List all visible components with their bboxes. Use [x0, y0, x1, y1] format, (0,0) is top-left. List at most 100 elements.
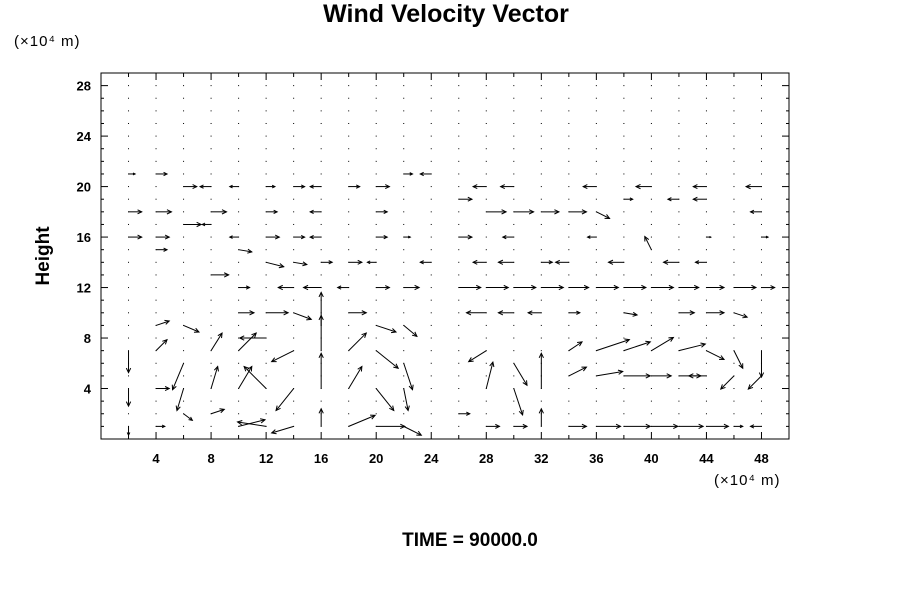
wind-vector-arrow	[156, 247, 169, 252]
grid-dot	[265, 375, 267, 377]
grid-dot	[375, 337, 377, 339]
grid-dot	[403, 274, 405, 276]
grid-dot	[623, 236, 625, 238]
wind-vector-arrow	[733, 284, 758, 291]
grid-dot	[265, 413, 267, 415]
grid-dot	[595, 299, 597, 301]
grid-dot	[733, 388, 735, 390]
grid-dot	[458, 425, 460, 427]
grid-dot	[760, 198, 762, 200]
grid-dot	[348, 324, 350, 326]
x-tick-label: 20	[369, 451, 383, 466]
grid-dot	[320, 110, 322, 112]
grid-dot	[403, 211, 405, 213]
wind-vector-arrow	[706, 310, 726, 316]
time-readout: TIME = 90000.0	[402, 530, 538, 551]
grid-dot	[513, 97, 515, 99]
wind-vector-arrow	[733, 312, 749, 319]
grid-dot	[155, 160, 157, 162]
grid-dot	[403, 148, 405, 150]
grid-dot	[348, 375, 350, 377]
grid-dot	[650, 110, 652, 112]
wind-vector-arrow	[678, 342, 707, 352]
grid-dot	[265, 160, 267, 162]
grid-dot	[320, 97, 322, 99]
wind-vector-arrow	[376, 209, 389, 214]
grid-dot	[458, 362, 460, 364]
grid-dot	[128, 97, 130, 99]
grid-dot	[458, 324, 460, 326]
wind-vector-arrow	[128, 172, 137, 176]
wind-vector-arrow	[156, 171, 169, 177]
grid-dot	[595, 122, 597, 124]
wind-vector-arrow	[126, 426, 131, 437]
grid-dot	[485, 324, 487, 326]
grid-dot	[485, 160, 487, 162]
grid-dot	[760, 249, 762, 251]
grid-dot	[320, 122, 322, 124]
grid-dot	[650, 362, 652, 364]
grid-dot	[210, 97, 212, 99]
wind-vector-arrow	[694, 260, 707, 265]
grid-dot	[210, 400, 212, 402]
wind-vector-arrow	[465, 310, 487, 316]
grid-dot	[375, 299, 377, 301]
grid-dot	[733, 413, 735, 415]
grid-dot	[375, 110, 377, 112]
grid-dot	[183, 97, 185, 99]
grid-dot	[128, 186, 130, 188]
grid-dot	[403, 413, 405, 415]
grid-dot	[760, 148, 762, 150]
wind-vector-arrow	[228, 235, 239, 239]
grid-dot	[513, 148, 515, 150]
grid-dot	[678, 249, 680, 251]
grid-dot	[403, 160, 405, 162]
grid-dot	[650, 173, 652, 175]
grid-dot	[210, 160, 212, 162]
grid-dot	[238, 299, 240, 301]
grid-dot	[458, 173, 460, 175]
grid-dot	[595, 388, 597, 390]
grid-dot	[348, 236, 350, 238]
grid-dot	[458, 223, 460, 225]
grid-dot	[293, 274, 295, 276]
wind-vector-arrow	[336, 285, 349, 290]
grid-dot	[705, 324, 707, 326]
grid-dot	[128, 413, 130, 415]
grid-dot	[623, 413, 625, 415]
grid-dot	[485, 274, 487, 276]
grid-dot	[678, 299, 680, 301]
grid-dot	[678, 337, 680, 339]
grid-dot	[320, 148, 322, 150]
grid-dot	[430, 97, 432, 99]
grid-dot	[375, 400, 377, 402]
grid-dot	[568, 122, 570, 124]
x-tick-label: 12	[259, 451, 273, 466]
wind-vector-arrow	[236, 420, 267, 427]
grid-dot	[540, 85, 542, 87]
grid-dot	[375, 362, 377, 364]
grid-dot	[403, 337, 405, 339]
wind-vector-arrow	[376, 324, 398, 334]
grid-dot	[705, 413, 707, 415]
wind-vector-arrow	[541, 260, 554, 265]
grid-dot	[348, 211, 350, 213]
grid-dot	[760, 324, 762, 326]
grid-dot	[540, 324, 542, 326]
grid-dot	[128, 375, 130, 377]
x-tick-label: 28	[479, 451, 493, 466]
grid-dot	[733, 236, 735, 238]
grid-dot	[265, 249, 267, 251]
grid-dot	[238, 122, 240, 124]
x-tick-label: 24	[424, 451, 439, 466]
wind-vector-arrow	[513, 209, 535, 215]
grid-dot	[705, 135, 707, 137]
grid-dot	[128, 274, 130, 276]
wind-vector-arrow	[687, 373, 707, 379]
wind-vector-arrow	[125, 350, 132, 374]
wind-vector-arrow	[348, 259, 364, 265]
grid-dot	[403, 400, 405, 402]
grid-dot	[430, 324, 432, 326]
wind-vector-arrow	[348, 332, 368, 352]
grid-dot	[375, 148, 377, 150]
